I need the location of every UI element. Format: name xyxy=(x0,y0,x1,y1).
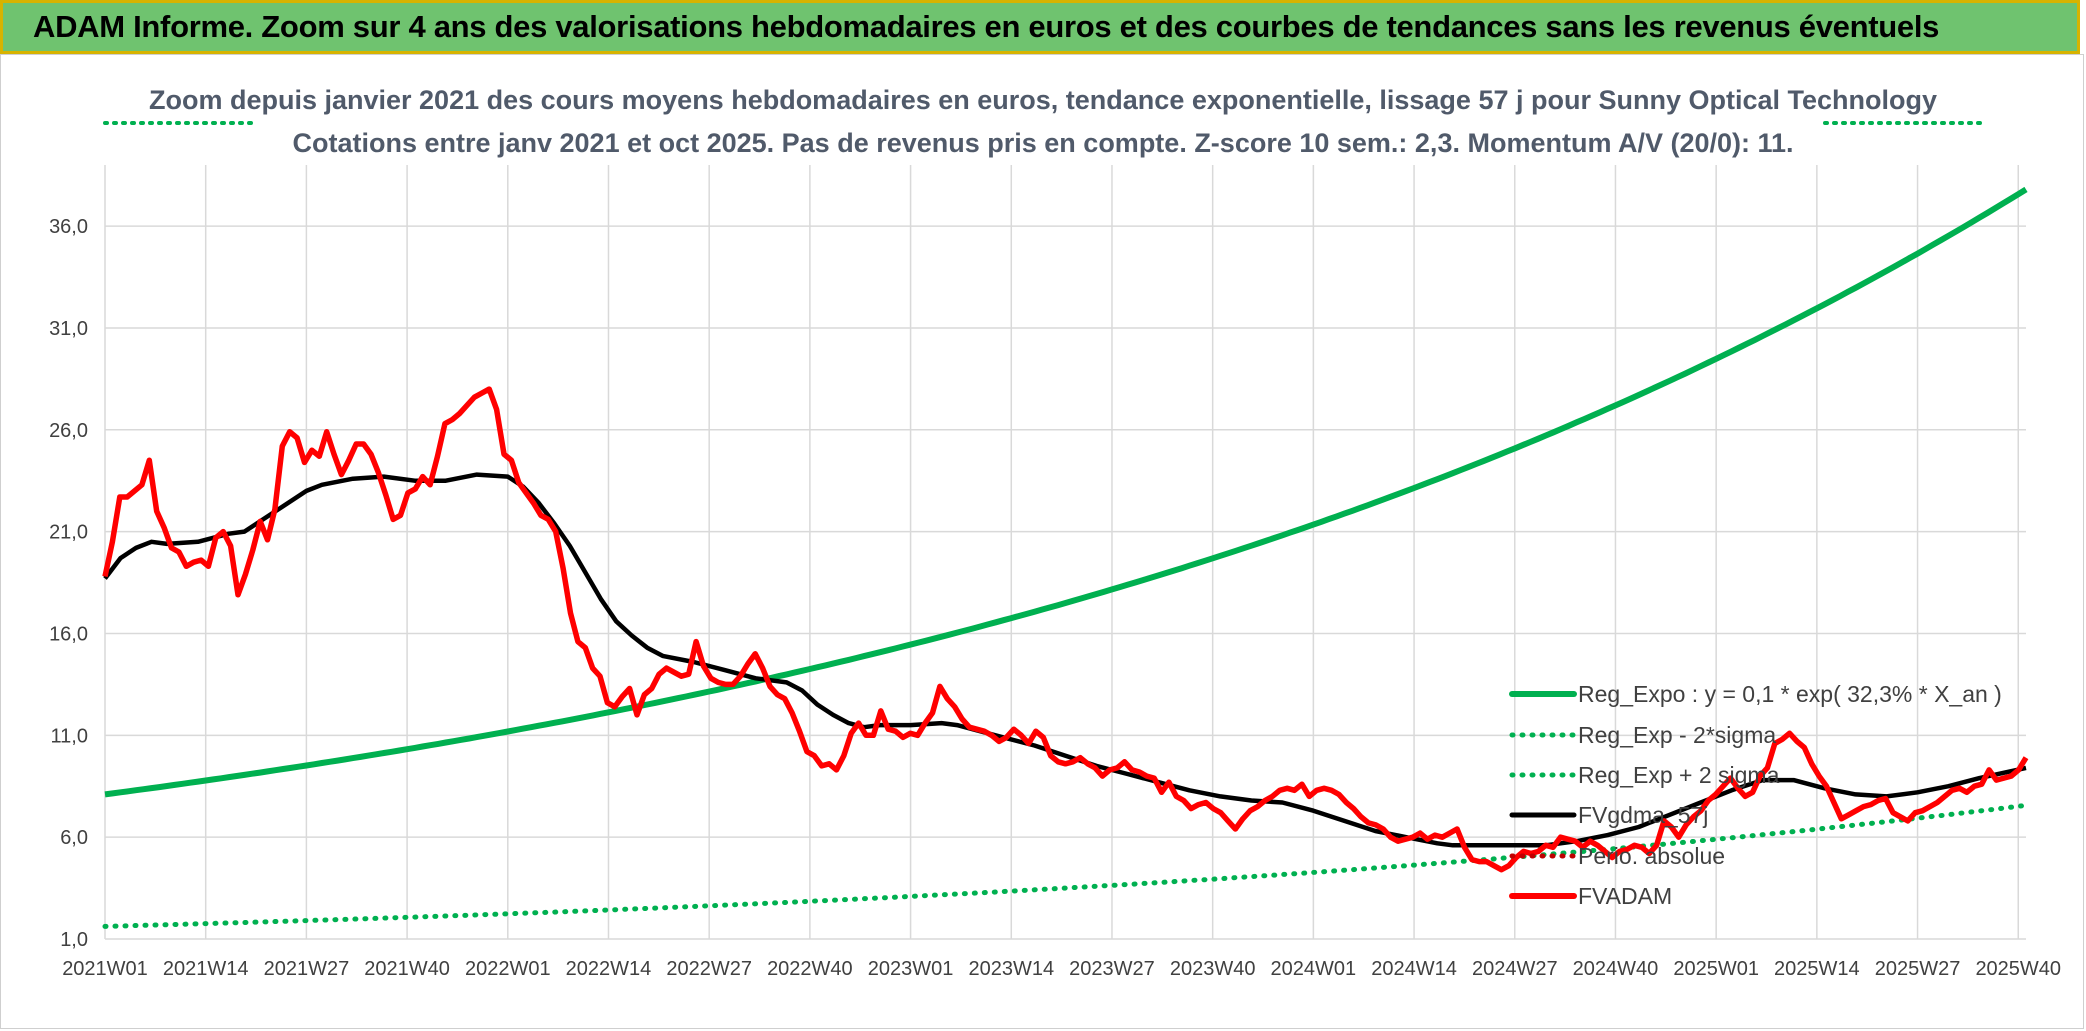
x-tick-label: 2021W14 xyxy=(163,958,249,980)
x-tick-label: 2025W27 xyxy=(1875,958,1961,980)
report-title: ADAM Informe. Zoom sur 4 ans des valoris… xyxy=(33,9,1940,44)
legend-label: Reg_Exp - 2*sigma xyxy=(1578,722,1776,748)
x-tick-label: 2021W40 xyxy=(364,958,450,980)
y-tick-label: 36,0 xyxy=(49,216,88,238)
chart-legend: Reg_Expo : y = 0,1 * exp( 32,3% * X_an )… xyxy=(1509,681,2002,909)
chart-series xyxy=(102,186,2029,929)
x-tick-label: 2023W40 xyxy=(1170,958,1256,980)
x-tick-label: 2025W40 xyxy=(1975,958,2061,980)
legend-label: Reg_Expo : y = 0,1 * exp( 32,3% * X_an ) xyxy=(1578,681,2002,707)
y-tick-label: 31,0 xyxy=(49,318,88,340)
x-tick-label: 2023W01 xyxy=(868,958,954,980)
series-reg-expo xyxy=(104,186,2028,798)
x-tick-label: 2022W27 xyxy=(666,958,752,980)
x-tick-label: 2023W14 xyxy=(968,958,1054,980)
y-axis-ticks: 1,0 6,0 11,0 16,0 21,0 26,0 31,0 36,0 xyxy=(49,216,88,951)
x-axis-ticks: 2021W01 2021W14 2021W27 2021W40 2022W01 2022W… xyxy=(62,958,2061,980)
x-tick-label: 2025W14 xyxy=(1774,958,1860,980)
chart-grid xyxy=(104,165,2026,940)
legend-label: FVgdma_57j xyxy=(1578,802,1708,828)
y-tick-label: 1,0 xyxy=(60,929,88,951)
x-tick-label: 2021W01 xyxy=(62,958,148,980)
x-tick-label: 2022W01 xyxy=(465,958,551,980)
y-tick-label: 16,0 xyxy=(49,623,88,645)
x-tick-label: 2022W14 xyxy=(566,958,652,980)
y-tick-label: 21,0 xyxy=(49,522,88,544)
x-tick-label: 2025W01 xyxy=(1673,958,1759,980)
y-tick-label: 6,0 xyxy=(60,827,88,849)
legend-label: Reg_Exp + 2 sigma xyxy=(1578,762,1780,788)
series-fvgdma-57j xyxy=(103,472,2027,848)
x-tick-label: 2024W01 xyxy=(1271,958,1357,980)
chart-frame xyxy=(0,54,2084,1029)
report-banner: ADAM Informe. Zoom sur 4 ans des valoris… xyxy=(0,0,2080,54)
x-tick-label: 2021W27 xyxy=(264,958,350,980)
legend-label: FVADAM xyxy=(1578,883,1672,909)
series-fvadam xyxy=(102,386,2029,873)
chart-title: Zoom depuis janvier 2021 des cours moyen… xyxy=(149,85,1937,115)
legend-label: Perio. absolue xyxy=(1578,843,1725,869)
y-tick-label: 11,0 xyxy=(51,725,88,747)
x-tick-label: 2023W27 xyxy=(1069,958,1155,980)
chart-subtitle: Cotations entre janv 2021 et oct 2025. P… xyxy=(292,128,1793,158)
x-tick-label: 2024W27 xyxy=(1472,958,1558,980)
x-tick-label: 2022W40 xyxy=(767,958,853,980)
y-tick-label: 26,0 xyxy=(49,420,88,442)
x-tick-label: 2024W40 xyxy=(1573,958,1659,980)
series-reg-exp-minus-2sigma xyxy=(102,802,2029,929)
x-tick-label: 2024W14 xyxy=(1371,958,1457,980)
